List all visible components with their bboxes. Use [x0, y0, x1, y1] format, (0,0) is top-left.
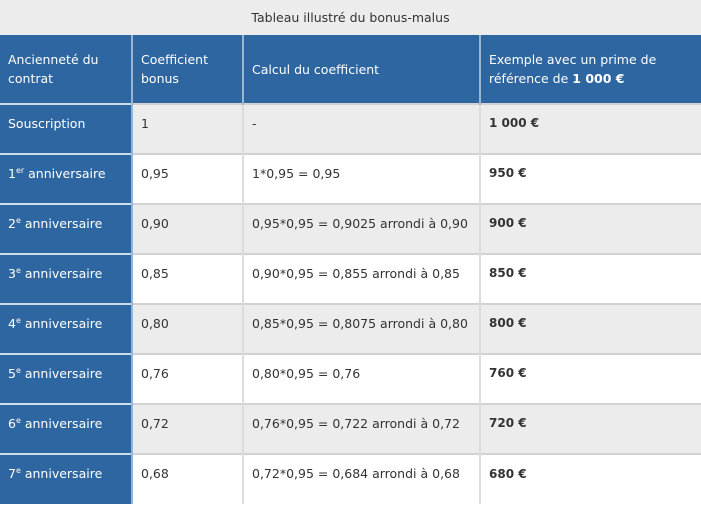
calc-cell: 0,90*0,95 = 0,855 arrondi à 0,85 [243, 253, 481, 304]
table-row: 2e anniversaire 0,90 0,95*0,95 = 0,9025 … [0, 203, 701, 254]
coef-cell: 0,76 [132, 353, 244, 404]
table-row: 3e anniversaire 0,85 0,90*0,95 = 0,855 a… [0, 253, 701, 304]
header-calcul: Calcul du coefficient [243, 35, 481, 104]
coef-cell: 0,95 [132, 153, 244, 204]
row-label: 7e anniversaire [0, 453, 133, 504]
coef-cell: 0,90 [132, 203, 244, 254]
example-cell: 950 € [480, 153, 701, 204]
table-row: 5e anniversaire 0,76 0,80*0,95 = 0,76 76… [0, 353, 701, 404]
coef-cell: 1 [132, 103, 244, 154]
row-label: 1er anniversaire [0, 153, 133, 204]
row-label: 2e anniversaire [0, 203, 133, 254]
row-label: 3e anniversaire [0, 253, 133, 304]
example-cell: 900 € [480, 203, 701, 254]
coef-cell: 0,85 [132, 253, 244, 304]
calc-cell: 0,76*0,95 = 0,722 arrondi à 0,72 [243, 403, 481, 454]
header-exemple: Exemple avec un prime de référence de 1 … [480, 35, 701, 104]
row-label: 6e anniversaire [0, 403, 133, 454]
table-row: 7e anniversaire 0,68 0,72*0,95 = 0,684 a… [0, 453, 701, 504]
header-row: Ancienneté du contrat Coefficient bonus … [0, 35, 701, 104]
example-cell: 720 € [480, 403, 701, 454]
calc-cell: 0,72*0,95 = 0,684 arrondi à 0,68 [243, 453, 481, 504]
table-caption: Tableau illustré du bonus-malus [0, 0, 701, 35]
table-row: 4e anniversaire 0,80 0,85*0,95 = 0,8075 … [0, 303, 701, 354]
row-label: 5e anniversaire [0, 353, 133, 404]
header-anciennete: Ancienneté du contrat [0, 35, 133, 104]
example-cell: 680 € [480, 453, 701, 504]
header-exemple-amount: 1 000 € [572, 71, 625, 86]
calc-cell: 0,95*0,95 = 0,9025 arrondi à 0,90 [243, 203, 481, 254]
calc-cell: - [243, 103, 481, 154]
table-row: 6e anniversaire 0,72 0,76*0,95 = 0,722 a… [0, 403, 701, 454]
table-row: Souscription 1 - 1 000 € [0, 103, 701, 154]
header-coefficient: Coefficient bonus [132, 35, 244, 104]
coef-cell: 0,80 [132, 303, 244, 354]
calc-cell: 0,85*0,95 = 0,8075 arrondi à 0,80 [243, 303, 481, 354]
coef-cell: 0,72 [132, 403, 244, 454]
table-row: 1er anniversaire 0,95 1*0,95 = 0,95 950 … [0, 153, 701, 204]
header-exemple-text: Exemple avec un prime de référence de [489, 52, 657, 86]
example-cell: 850 € [480, 253, 701, 304]
example-cell: 800 € [480, 303, 701, 354]
calc-cell: 0,80*0,95 = 0,76 [243, 353, 481, 404]
example-cell: 760 € [480, 353, 701, 404]
example-cell: 1 000 € [480, 103, 701, 154]
row-label: Souscription [0, 103, 133, 154]
bonus-malus-table: Ancienneté du contrat Coefficient bonus … [0, 35, 701, 504]
calc-cell: 1*0,95 = 0,95 [243, 153, 481, 204]
coef-cell: 0,68 [132, 453, 244, 504]
row-label: 4e anniversaire [0, 303, 133, 354]
